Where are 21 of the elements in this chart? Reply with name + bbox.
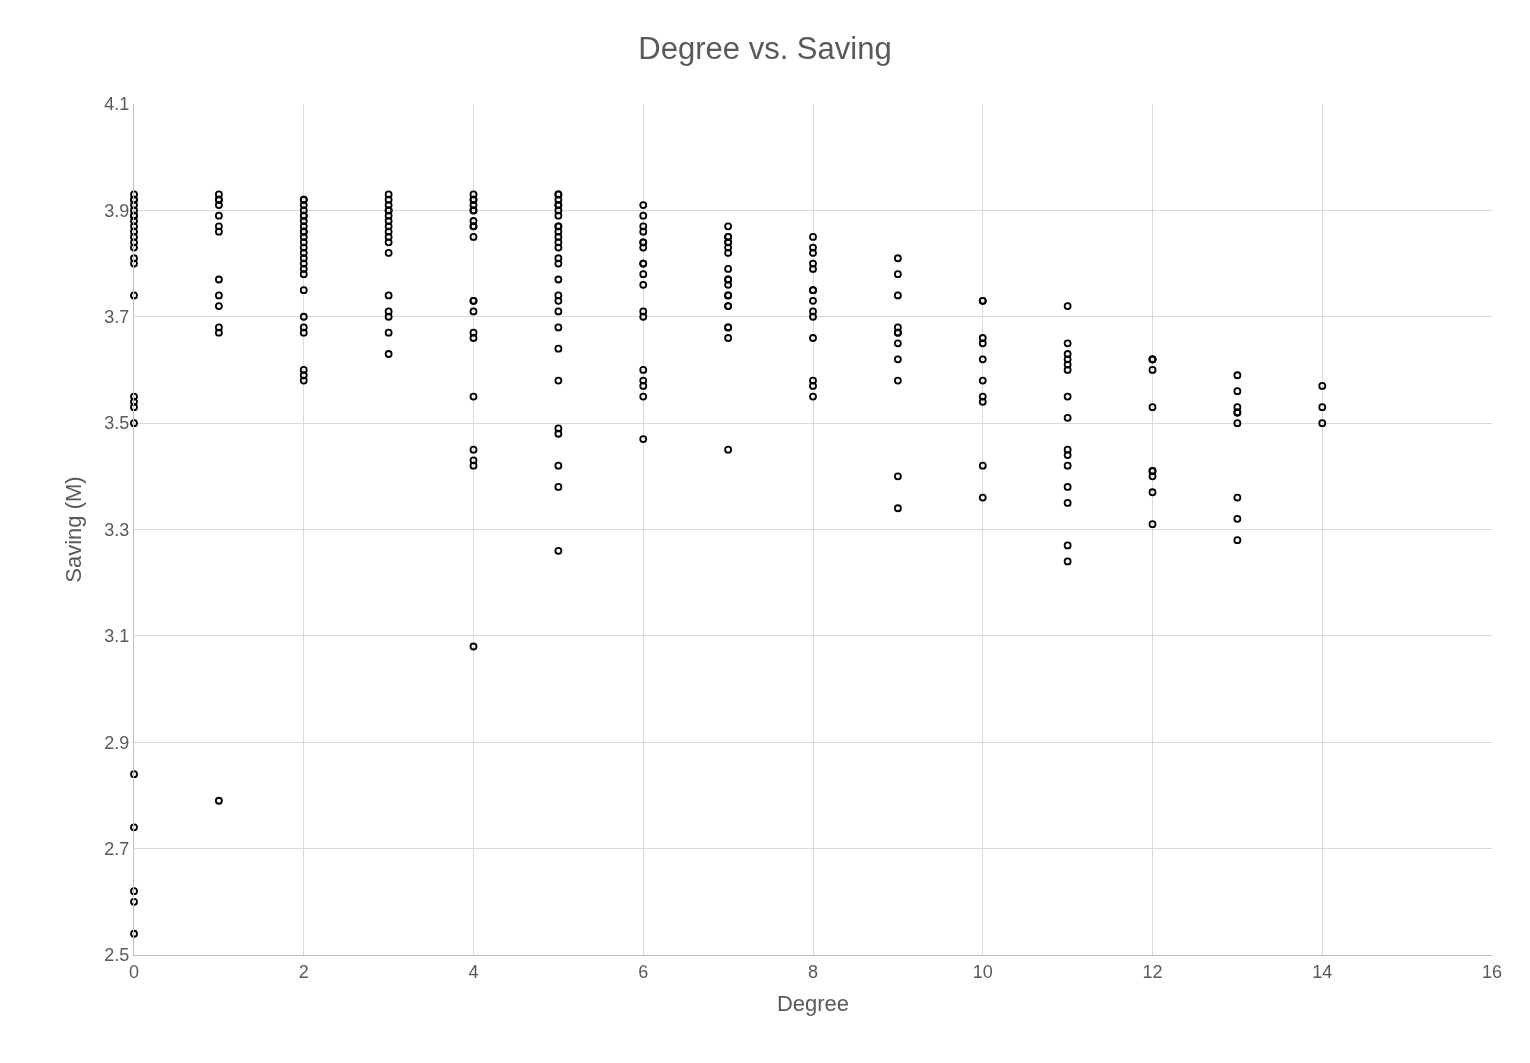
x-tick-label: 4: [468, 961, 479, 982]
x-tick-label: 10: [972, 961, 993, 982]
y-tick-label: 3.7: [104, 307, 130, 328]
y-tick-label: 2.5: [104, 945, 130, 966]
x-tick-label: 6: [638, 961, 649, 982]
x-tick-label: 14: [1312, 961, 1333, 982]
x-tick-label: 8: [807, 961, 819, 982]
y-tick-label: 4.1: [104, 94, 130, 115]
x-tick-label: 0: [128, 961, 140, 982]
y-axis-title: Saving (M): [61, 476, 87, 583]
y-tick-label: 3.3: [104, 519, 130, 540]
x-tick-label: 2: [298, 961, 309, 982]
x-tick-label: 12: [1142, 961, 1163, 982]
y-tick-label: 2.7: [104, 838, 130, 859]
y-tick-label: 2.9: [104, 732, 130, 753]
chart-title: Degree vs. Saving: [638, 30, 892, 66]
x-tick-label: 16: [1481, 961, 1503, 982]
y-tick-label: 3.1: [104, 626, 130, 647]
y-tick-label: 3.9: [104, 200, 130, 221]
y-tick-label: 3.5: [104, 413, 130, 434]
x-axis-title: Degree: [776, 990, 850, 1016]
